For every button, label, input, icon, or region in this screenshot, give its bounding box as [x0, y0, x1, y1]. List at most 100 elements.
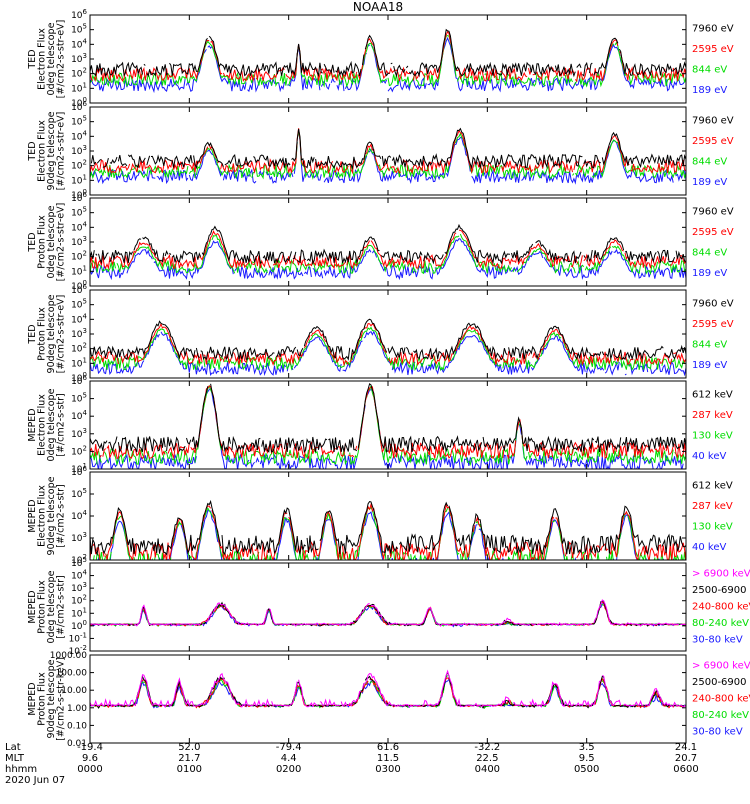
series-line-1 — [90, 669, 686, 709]
legend-entry: 2500-6900 — [692, 677, 747, 688]
legend-entry: 189 eV — [692, 85, 727, 96]
series-line-1 — [90, 382, 686, 454]
y-tick-label: 104 — [71, 37, 87, 50]
legend-entry: 2595 eV — [692, 227, 734, 238]
y-tick-label: 104 — [71, 129, 87, 142]
y-tick-label: 10-1 — [69, 631, 87, 644]
panel-data — [90, 382, 686, 469]
legend-entry: 287 keV — [692, 410, 733, 421]
y-tick-label: 103 — [71, 235, 87, 248]
x-tick-label-lat: 3.5 — [579, 742, 595, 753]
legend-entry: 2595 eV — [692, 319, 734, 330]
legend-entry: 189 eV — [692, 268, 727, 279]
x-axis-row-label: hhmm — [5, 764, 37, 775]
y-tick-label: 104 — [71, 312, 87, 325]
panel-data — [90, 669, 686, 710]
y-tick-label: 102 — [71, 594, 87, 607]
legend-entry: 30-80 keV — [692, 635, 743, 646]
panel-8: 0.01 0.10 1.00 10.00 100.00 1000.00MEPEDProto… — [27, 651, 750, 749]
x-tick-label-time: 0000 — [77, 764, 102, 775]
series-line-1 — [90, 499, 686, 557]
series-line-2 — [90, 128, 686, 175]
x-tick-label-time: 0500 — [574, 764, 599, 775]
panel-data — [90, 599, 686, 628]
y-tick-label: 105 — [71, 115, 87, 128]
y-tick-label: 103 — [71, 427, 87, 440]
y-tick-label: 102 — [71, 342, 87, 355]
y-tick-label: 103 — [71, 327, 87, 340]
y-tick-label: 101 — [71, 356, 87, 369]
x-tick-label-lat: -32.2 — [474, 742, 500, 753]
x-tick-label-time: 0400 — [475, 764, 500, 775]
legend-entry: 80-240 keV — [692, 710, 749, 721]
legend-entry: 844 eV — [692, 156, 727, 167]
y-tick-label: 105 — [71, 487, 87, 500]
y-tick-label: 101 — [71, 173, 87, 186]
legend-entry: 30-80 keV — [692, 727, 743, 738]
y-tick-label: 105 — [71, 23, 87, 36]
panel-data — [90, 28, 686, 94]
legend-entry: 612 keV — [692, 389, 733, 400]
x-tick-label-mlt: 20.7 — [675, 753, 697, 764]
legend-entry: 2500-6900 — [692, 585, 747, 596]
legend-entry: 189 eV — [692, 177, 727, 188]
y-tick-label: 1.00 — [67, 704, 87, 714]
y-axis-label: TEDProton Flux90deg telescope[#/cm2-s-st… — [27, 294, 67, 373]
y-tick-label: 100 — [71, 619, 87, 632]
y-axis-label: MEPEDProton Flux0deg telescope[#/cm2-s-s… — [27, 570, 67, 643]
y-tick-label: 102 — [71, 250, 87, 263]
x-tick-label-time: 0200 — [276, 764, 301, 775]
legend-entry: > 6900 keV — [692, 660, 750, 671]
y-tick-label: 105 — [71, 298, 87, 311]
legend-entry: 287 keV — [692, 501, 733, 512]
y-tick-label: 104 — [71, 569, 87, 582]
panel-data — [90, 318, 686, 377]
y-tick-label: 0.10 — [67, 721, 87, 731]
y-tick-label: 103 — [71, 531, 87, 544]
panel-data — [90, 223, 686, 281]
figure-title: NOAA18 — [353, 0, 403, 14]
x-tick-label-time: 0600 — [673, 764, 698, 775]
y-tick-label: 104 — [71, 409, 87, 422]
x-tick-label-lat: 24.1 — [675, 742, 697, 753]
legend-entry: 240-800 keV — [692, 693, 750, 704]
x-tick-label-lat: -19.4 — [77, 742, 103, 753]
legend-entry: 844 eV — [692, 247, 727, 258]
series-line-4 — [90, 238, 686, 281]
y-axis-label: MEPEDElectron Flux90deg telescope[#/cm2-… — [27, 476, 67, 555]
y-tick-label: 101 — [71, 606, 87, 619]
legend-entry: 7960 eV — [692, 206, 734, 217]
legend-entry: 240-800 keV — [692, 601, 750, 612]
x-tick-label-time: 0100 — [177, 764, 202, 775]
x-tick-label-lat: 61.6 — [377, 742, 399, 753]
y-axis-label: TEDProton Flux0deg telescope[#/cm2-s-str… — [27, 203, 67, 282]
y-tick-label: 105 — [71, 206, 87, 219]
series-line-1 — [90, 318, 686, 361]
x-tick-label-mlt: 11.5 — [377, 753, 399, 764]
y-tick-label: 104 — [71, 509, 87, 522]
x-axis-row-label: MLT — [5, 753, 25, 764]
x-tick-label-mlt: 9.5 — [579, 753, 595, 764]
legend-entry: > 6900 keV — [692, 568, 750, 579]
y-axis-label: TEDElectron Flux90deg telescope[#/cm2-s-… — [27, 111, 67, 190]
x-tick-label-lat: -79.4 — [276, 742, 302, 753]
y-tick-label: 102 — [71, 159, 87, 172]
y-tick-label: 10.00 — [61, 686, 87, 696]
legend-entry: 2595 eV — [692, 44, 734, 55]
panel-frame — [89, 106, 687, 196]
y-axis-label: MEPEDProton Flux90deg telescope[#/cm2-s-… — [27, 657, 67, 741]
legend-entry: 612 keV — [692, 480, 733, 491]
y-axis-label: MEPEDElectron Flux0deg telescope[#/cm2-s… — [27, 388, 67, 461]
y-tick-label: 106 — [71, 8, 87, 21]
panel-frame — [89, 380, 687, 470]
y-tick-label: 100.00 — [56, 669, 88, 679]
series-line-1 — [90, 599, 686, 627]
y-tick-label: 101 — [71, 81, 87, 94]
y-tick-label: 104 — [71, 220, 87, 233]
series-line-2 — [90, 385, 686, 460]
